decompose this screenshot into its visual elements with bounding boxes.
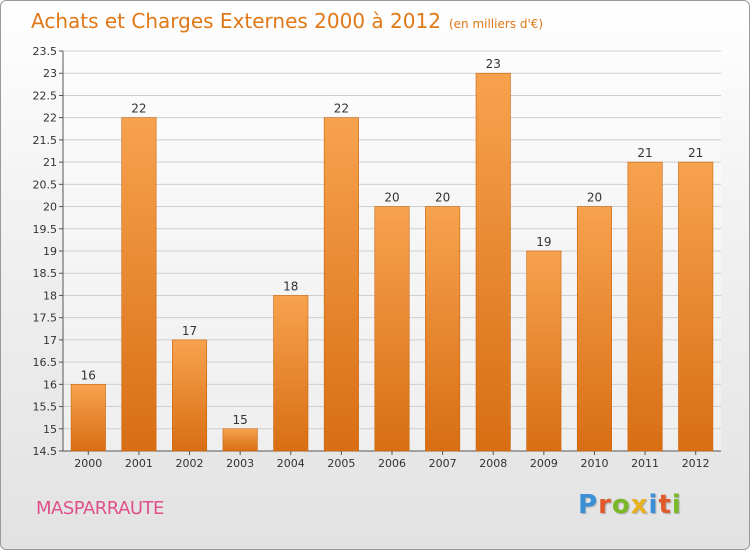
bar <box>374 206 410 452</box>
data-label: 19 <box>536 235 551 249</box>
bar <box>678 161 714 452</box>
y-tick-label: 22.5 <box>33 89 58 102</box>
x-tick-label: 2003 <box>226 457 254 470</box>
bar <box>222 428 258 452</box>
bar <box>172 339 208 452</box>
data-label: 16 <box>81 368 96 382</box>
bar <box>475 72 511 452</box>
bar <box>425 206 461 452</box>
logo-letter: t <box>658 490 672 520</box>
bar <box>323 117 359 452</box>
data-label: 20 <box>587 191 602 205</box>
x-tick-label: 2008 <box>479 457 507 470</box>
y-tick-label: 15 <box>43 423 57 436</box>
y-tick-label: 19.5 <box>33 223 58 236</box>
y-tick-label: 21 <box>43 156 57 169</box>
x-tick-label: 2004 <box>277 457 305 470</box>
data-label: 17 <box>182 324 197 338</box>
logo-letter: r <box>598 490 612 520</box>
bar <box>627 161 663 452</box>
data-label: 15 <box>233 413 248 427</box>
x-tick-label: 2011 <box>631 457 659 470</box>
y-tick-label: 18.5 <box>33 267 58 280</box>
data-label: 22 <box>131 102 146 116</box>
x-tick-label: 2010 <box>580 457 608 470</box>
proxiti-logo: Proxiti <box>578 490 682 520</box>
x-tick-label: 2006 <box>378 457 406 470</box>
bar <box>526 250 562 452</box>
x-tick-label: 2009 <box>530 457 558 470</box>
data-label: 22 <box>334 102 349 116</box>
x-tick-label: 2000 <box>74 457 102 470</box>
logo-letter: o <box>611 490 631 520</box>
x-tick-label: 2007 <box>429 457 457 470</box>
bar <box>121 117 157 452</box>
logo-letter: i <box>671 490 682 520</box>
x-tick-label: 2001 <box>125 457 153 470</box>
y-tick-label: 17 <box>43 334 57 347</box>
data-label: 20 <box>435 191 450 205</box>
y-tick-label: 16 <box>43 378 57 391</box>
y-tick-label: 19 <box>43 245 57 258</box>
data-label: 20 <box>384 191 399 205</box>
logo-letter: i <box>648 490 659 520</box>
data-label: 21 <box>688 146 703 160</box>
y-tick-label: 16.5 <box>33 356 58 369</box>
y-tick-label: 20.5 <box>33 178 58 191</box>
y-tick-label: 14.5 <box>33 445 58 458</box>
bar <box>70 384 106 452</box>
y-tick-label: 17.5 <box>33 312 58 325</box>
commune-name: MASPARRAUTE <box>36 498 164 519</box>
y-tick-label: 23 <box>43 67 57 80</box>
chart-subtitle: (en milliers d'€) <box>448 17 544 31</box>
data-label: 21 <box>637 146 652 160</box>
bar <box>273 295 309 452</box>
bar <box>576 206 612 452</box>
data-label: 18 <box>283 279 298 293</box>
y-tick-label: 18 <box>43 289 57 302</box>
x-tick-label: 2002 <box>176 457 204 470</box>
y-tick-label: 23.5 <box>33 45 58 58</box>
x-tick-label: 2005 <box>327 457 355 470</box>
y-tick-label: 15.5 <box>33 401 58 414</box>
x-tick-label: 2012 <box>682 457 710 470</box>
chart-title-text: Achats et Charges Externes 2000 à 2012 <box>31 9 441 33</box>
chart-title: Achats et Charges Externes 2000 à 2012 (e… <box>31 9 543 33</box>
data-label: 23 <box>486 57 501 71</box>
logo-letter: P <box>578 490 599 520</box>
y-tick-label: 20 <box>43 201 57 214</box>
y-tick-label: 22 <box>43 112 57 125</box>
y-tick-label: 21.5 <box>33 134 58 147</box>
logo-letter: x <box>630 490 649 520</box>
